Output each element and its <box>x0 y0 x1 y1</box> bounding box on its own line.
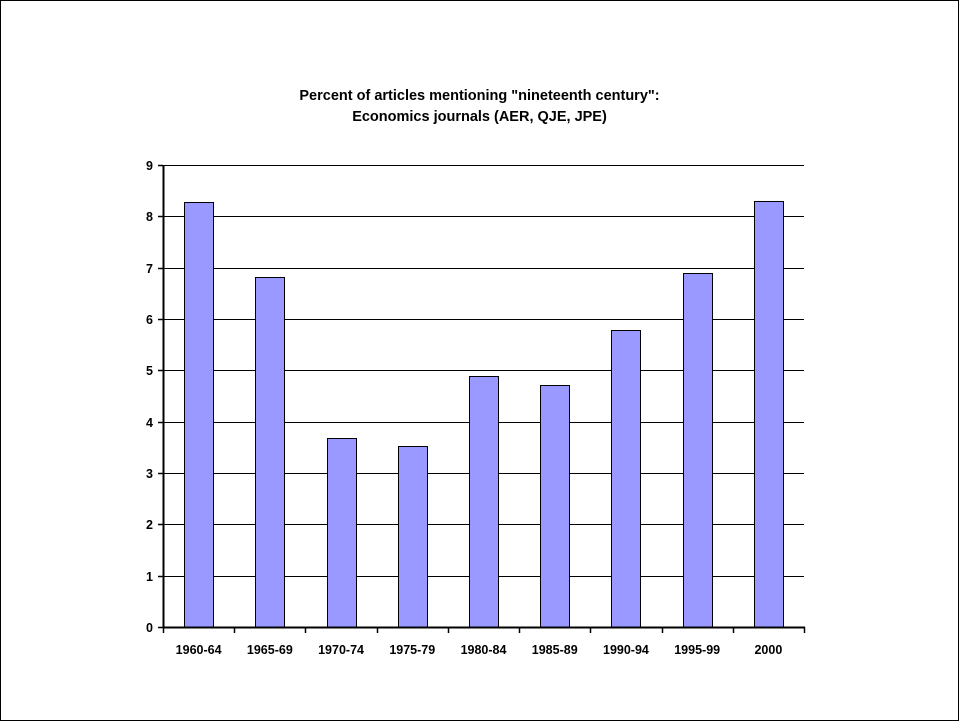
axes <box>158 164 806 633</box>
chart-subtitle: Economics journals (AER, QJE, JPE) <box>352 109 607 125</box>
chart-title: Percent of articles mentioning "nineteen… <box>0 86 959 128</box>
bar-1990-94 <box>611 330 641 628</box>
y-tick-label: 2 <box>146 518 153 532</box>
y-tick-label: 8 <box>146 210 153 224</box>
y-tick-label: 3 <box>146 467 153 481</box>
x-tick-label: 1980-84 <box>461 643 507 657</box>
x-tick-label: 1960-64 <box>176 643 222 657</box>
x-tick-label: 2000 <box>754 643 782 657</box>
y-tick-label: 5 <box>146 364 153 378</box>
bar-1980-84 <box>469 376 499 628</box>
y-tick-label: 1 <box>146 570 153 584</box>
y-tick-label: 6 <box>146 313 153 327</box>
y-tick-label: 7 <box>146 262 153 276</box>
bar-1965-69 <box>255 277 285 628</box>
bar-1995-99 <box>683 273 713 628</box>
x-tick-label: 1975-79 <box>389 643 435 657</box>
x-tick-label: 1995-99 <box>674 643 720 657</box>
bar-1970-74 <box>327 438 357 628</box>
x-tick-label: 1985-89 <box>532 643 578 657</box>
bar-1975-79 <box>398 446 428 628</box>
y-tick-label: 4 <box>146 416 153 430</box>
chart-title-line-1: Percent of articles mentioning "nineteen… <box>299 88 660 104</box>
bar-2000 <box>754 201 784 628</box>
tick-labels: 0 1 2 3 4 5 6 7 8 9 1960-64 1965-69 1970-74 1975-79 19… <box>146 159 782 657</box>
x-tick-label: 1990-94 <box>603 643 649 657</box>
bar-1960-64 <box>184 202 214 628</box>
bar-1985-89 <box>540 385 570 628</box>
x-tick-label: 1970-74 <box>318 643 364 657</box>
bars <box>184 201 784 628</box>
y-tick-label: 9 <box>146 159 153 173</box>
y-tick-label: 0 <box>146 621 153 635</box>
x-tick-label: 1965-69 <box>247 643 293 657</box>
